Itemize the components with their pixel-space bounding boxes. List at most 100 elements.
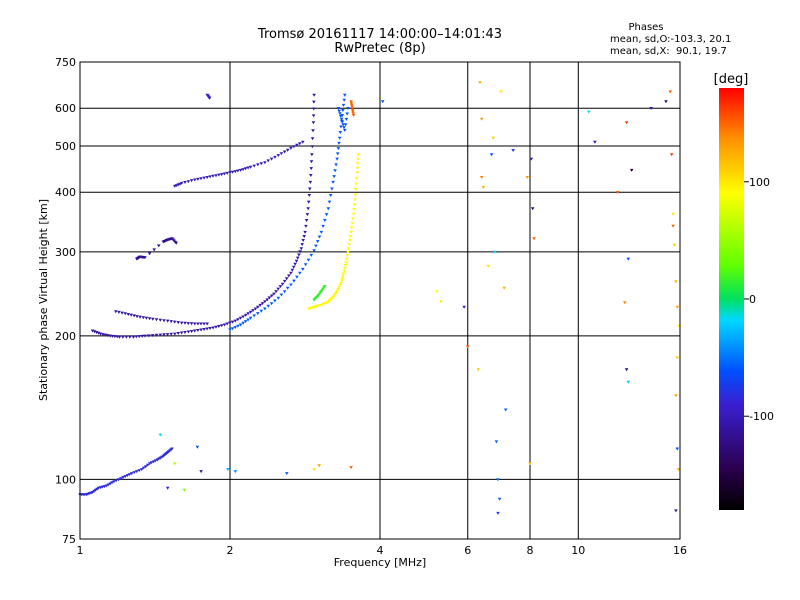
- data-point: [207, 96, 212, 100]
- data-point: [347, 243, 351, 247]
- chart-title: Tromsø 20161117 14:00:00–14:01:43: [257, 27, 502, 42]
- plot-frame: [79, 61, 681, 540]
- data-point: [193, 322, 197, 326]
- data-point: [236, 318, 240, 322]
- y-tick-label: 100: [55, 473, 76, 486]
- data-point: [348, 235, 353, 238]
- data-point: [256, 312, 260, 316]
- scatter-point: [674, 280, 678, 284]
- scatter-point: [462, 305, 466, 309]
- data-point: [312, 249, 316, 253]
- data-point: [328, 194, 333, 197]
- data-point: [309, 160, 314, 164]
- data-point: [114, 479, 118, 483]
- scatter-point: [491, 136, 495, 140]
- data-point: [304, 224, 308, 228]
- data-point: [211, 326, 215, 330]
- x-tick-label: 2: [227, 544, 234, 557]
- stats-line-o: mean, sd,O:-103.3, 20.1: [610, 34, 731, 45]
- data-point: [138, 315, 142, 319]
- data-point: [306, 258, 311, 262]
- data-point: [269, 157, 274, 161]
- colorbar-tick-label: -100: [749, 410, 774, 423]
- scatter-point: [525, 176, 530, 179]
- data-point: [124, 335, 129, 339]
- scatter-point: [479, 117, 484, 121]
- data-point: [150, 334, 155, 338]
- data-point: [219, 173, 224, 177]
- scatter-point: [312, 468, 316, 472]
- data-point: [144, 316, 149, 320]
- data-point: [120, 311, 124, 315]
- scatter-point: [671, 212, 675, 216]
- y-axis-ticks: 75 100 200 300 400 500 600 750: [55, 56, 76, 546]
- scatter-point: [349, 466, 353, 470]
- data-point: [174, 241, 178, 245]
- scatter-point: [671, 224, 675, 228]
- data-point: [356, 162, 360, 166]
- data-point: [350, 107, 355, 110]
- data-point: [356, 157, 360, 161]
- data-point: [141, 466, 146, 470]
- data-point: [222, 323, 227, 327]
- data-point: [151, 460, 156, 464]
- scatter-point: [669, 153, 674, 157]
- data-point: [311, 107, 316, 111]
- data-point: [342, 269, 346, 273]
- data-point: [323, 219, 327, 222]
- data-point: [291, 265, 296, 269]
- data-point: [354, 182, 359, 186]
- data-point: [157, 244, 161, 248]
- data-point: [143, 334, 147, 338]
- data-point: [306, 207, 310, 211]
- colorbar-ticks: 100 0 -100: [744, 176, 774, 423]
- data-point: [211, 174, 215, 178]
- data-point: [315, 240, 320, 244]
- x-tick-label: 10: [571, 544, 585, 557]
- data-point: [134, 470, 139, 474]
- data-point: [346, 250, 350, 254]
- data-point: [335, 157, 339, 161]
- data-point: [94, 331, 99, 334]
- data-point: [309, 167, 313, 171]
- data-point: [285, 286, 290, 290]
- data-point: [303, 230, 307, 234]
- scatter-point: [626, 380, 631, 384]
- data-point: [279, 293, 284, 297]
- data-points: [78, 81, 681, 515]
- data-point: [196, 329, 200, 332]
- data-point: [230, 327, 235, 331]
- data-point: [183, 321, 187, 325]
- data-point: [199, 322, 203, 326]
- scatter-point: [649, 107, 653, 110]
- scatter-point: [494, 440, 499, 444]
- data-point: [266, 159, 270, 163]
- y-tick-label: 600: [55, 102, 76, 115]
- data-point: [352, 208, 356, 211]
- data-point: [100, 485, 105, 489]
- data-point: [110, 334, 115, 338]
- data-point: [341, 272, 346, 276]
- scatter-point: [199, 470, 203, 474]
- scatter-point: [623, 301, 627, 305]
- data-point: [301, 267, 305, 271]
- data-point: [193, 178, 197, 182]
- data-point: [349, 226, 354, 230]
- data-point: [304, 219, 309, 222]
- data-point: [259, 309, 264, 313]
- data-point: [176, 321, 180, 325]
- data-point: [256, 305, 260, 309]
- data-point: [290, 268, 295, 272]
- scatter-point: [532, 237, 536, 241]
- data-point: [217, 173, 221, 177]
- data-point: [303, 263, 308, 267]
- data-point: [132, 471, 136, 475]
- scatter-point: [226, 468, 230, 472]
- scatter-point: [529, 157, 534, 161]
- data-point: [267, 296, 272, 300]
- data-point: [205, 176, 209, 179]
- data-point: [342, 98, 346, 102]
- data-point: [343, 128, 347, 132]
- data-point: [179, 331, 184, 335]
